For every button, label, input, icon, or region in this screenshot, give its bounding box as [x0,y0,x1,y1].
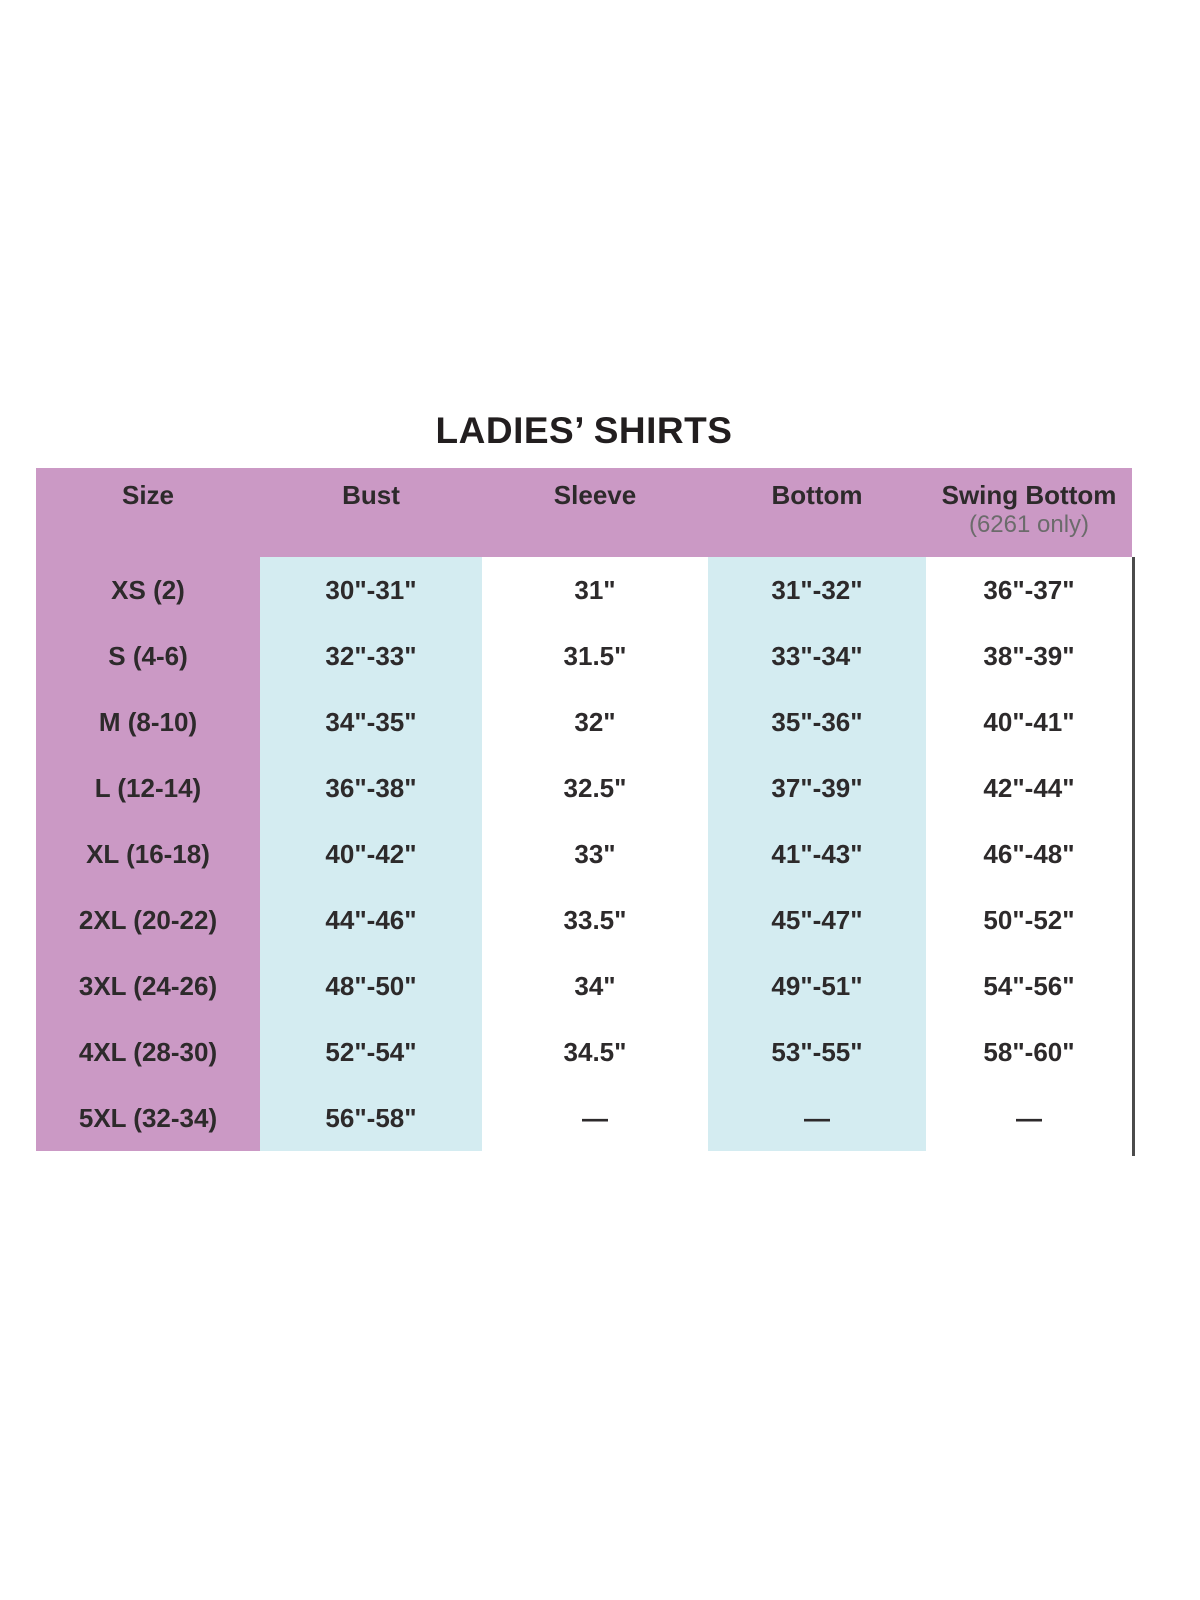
table-cell-size-row-6: 3XL (24-26) [36,953,260,1019]
table-cell-bottom-row-4: 41"-43" [708,821,926,887]
table-cell-swing-row-6: 54"-56" [926,953,1132,1019]
table-cell-size-row-0: XS (2) [36,557,260,623]
table-cell-bust-row-4: 40"-42" [260,821,482,887]
table-cell-swing-row-3: 42"-44" [926,755,1132,821]
table-cell-swing-row-1: 38"-39" [926,623,1132,689]
table-cell-sleeve-row-1: 31.5" [482,623,708,689]
table-cell-swing-row-5: 50"-52" [926,887,1132,953]
table-cell-bust-row-2: 34"-35" [260,689,482,755]
table-cell-bottom-row-3: 37"-39" [708,755,926,821]
table-cell-sleeve-row-5: 33.5" [482,887,708,953]
table-cell-sleeve-row-6: 34" [482,953,708,1019]
table-cell-swing-row-0: 36"-37" [926,557,1132,623]
table-cell-bottom-row-2: 35"-36" [708,689,926,755]
table-cell-bust-row-8: 56"-58" [260,1085,482,1151]
table-cell-sleeve-row-2: 32" [482,689,708,755]
table-cell-bust-row-7: 52"-54" [260,1019,482,1085]
column-header-sleeve: Sleeve [553,480,637,510]
table-cell-bust-row-6: 48"-50" [260,953,482,1019]
size-table-body: XS (2) 30"-31" 31" 31"-32" 36"-37" S (4-6) 32"… [36,557,1132,1151]
table-cell-size-row-4: XL (16-18) [36,821,260,887]
table-cell-bust-row-5: 44"-46" [260,887,482,953]
table-cell-bottom-row-5: 45"-47" [708,887,926,953]
table-right-edge-line [1132,557,1135,1156]
table-cell-sleeve-row-3: 32.5" [482,755,708,821]
table-cell-swing-row-4: 46"-48" [926,821,1132,887]
table-cell-sleeve-row-4: 33" [482,821,708,887]
table-cell-bust-row-3: 36"-38" [260,755,482,821]
size-table-header: Size Bust Sleeve Bottom Swing Bottom (62… [36,468,1132,557]
page-title: LADIES’ SHIRTS [435,410,733,451]
table-cell-size-row-3: L (12-14) [36,755,260,821]
column-header-swing-bottom: Swing Bottom (6261 only) [926,468,1132,557]
table-cell-size-row-5: 2XL (20-22) [36,887,260,953]
table-cell-swing-row-7: 58"-60" [926,1019,1132,1085]
table-cell-bottom-row-7: 53"-55" [708,1019,926,1085]
column-header-swing-bottom-label: Swing Bottom [941,480,1117,510]
table-cell-sleeve-row-7: 34.5" [482,1019,708,1085]
table-cell-size-row-2: M (8-10) [36,689,260,755]
table-cell-sleeve-row-0: 31" [482,557,708,623]
table-cell-bottom-row-8: — [708,1085,926,1151]
column-header-bottom: Bottom [771,480,863,510]
table-cell-sleeve-row-8: — [482,1085,708,1151]
table-cell-size-row-1: S (4-6) [36,623,260,689]
table-cell-bottom-row-0: 31"-32" [708,557,926,623]
table-cell-swing-row-8: — [926,1085,1132,1151]
size-table: Size Bust Sleeve Bottom Swing Bottom (62… [36,468,1135,1156]
table-cell-swing-row-2: 40"-41" [926,689,1132,755]
table-cell-bottom-row-6: 49"-51" [708,953,926,1019]
table-cell-bust-row-0: 30"-31" [260,557,482,623]
column-header-bust: Bust [342,480,400,510]
column-header-size: Size [121,480,175,510]
column-header-swing-bottom-note: (6261 only) [968,511,1090,538]
table-cell-bottom-row-1: 33"-34" [708,623,926,689]
table-cell-size-row-7: 4XL (28-30) [36,1019,260,1085]
table-cell-size-row-8: 5XL (32-34) [36,1085,260,1151]
table-cell-bust-row-1: 32"-33" [260,623,482,689]
